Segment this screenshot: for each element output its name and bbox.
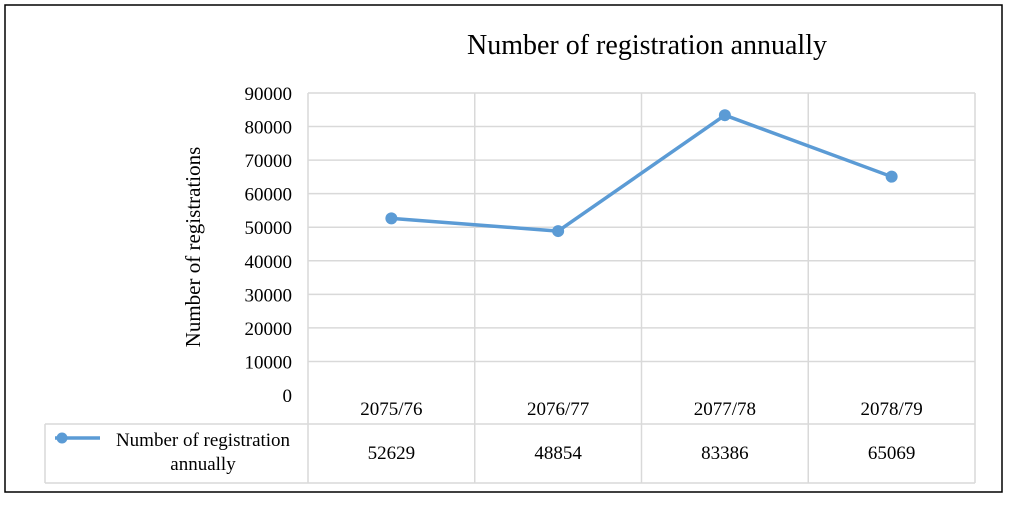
legend: Number of registration annually <box>55 430 291 475</box>
table-value-cell: 52629 <box>368 443 416 464</box>
data-point <box>885 170 898 183</box>
data-point <box>385 212 398 225</box>
series-line <box>391 113 893 233</box>
y-tick-label: 50000 <box>245 218 293 239</box>
chart-title: Number of registration annually <box>467 30 827 61</box>
series-group <box>385 109 898 238</box>
x-tick-label: 2076/77 <box>527 399 589 420</box>
y-tick-label: 70000 <box>245 151 293 172</box>
y-tick-label: 80000 <box>245 118 293 139</box>
y-tick-labels: 0 10000 20000 30000 40000 50000 60000 70000 8000… <box>245 84 293 407</box>
y-tick-label: 10000 <box>245 352 293 373</box>
y-tick-label: 40000 <box>245 252 293 273</box>
grid-lines <box>307 92 976 483</box>
x-tick-label: 2078/79 <box>860 399 922 420</box>
table-value-cell: 65069 <box>868 443 916 464</box>
y-tick-label: 30000 <box>245 285 293 306</box>
chart-border <box>4 4 1003 493</box>
data-point <box>718 109 731 122</box>
legend-point-marker <box>56 432 68 444</box>
legend-label-line1: Number of registration <box>116 430 291 451</box>
y-axis-label: Number of registrations <box>181 147 205 348</box>
x-tick-labels: 2075/76 2076/77 2077/78 2078/79 <box>360 399 923 420</box>
x-tick-label: 2077/78 <box>694 399 756 420</box>
table-value-cell: 48854 <box>534 443 582 464</box>
y-tick-label: 20000 <box>245 319 293 340</box>
table-value-cell: 83386 <box>701 443 749 464</box>
x-tick-label: 2075/76 <box>360 399 422 420</box>
y-tick-label: 90000 <box>245 84 293 105</box>
data-table: 52629 48854 83386 65069 <box>44 423 975 484</box>
y-tick-label: 60000 <box>245 185 293 206</box>
y-tick-label: 0 <box>283 386 293 407</box>
legend-label-line2: annually <box>170 454 236 475</box>
data-point <box>552 225 565 238</box>
